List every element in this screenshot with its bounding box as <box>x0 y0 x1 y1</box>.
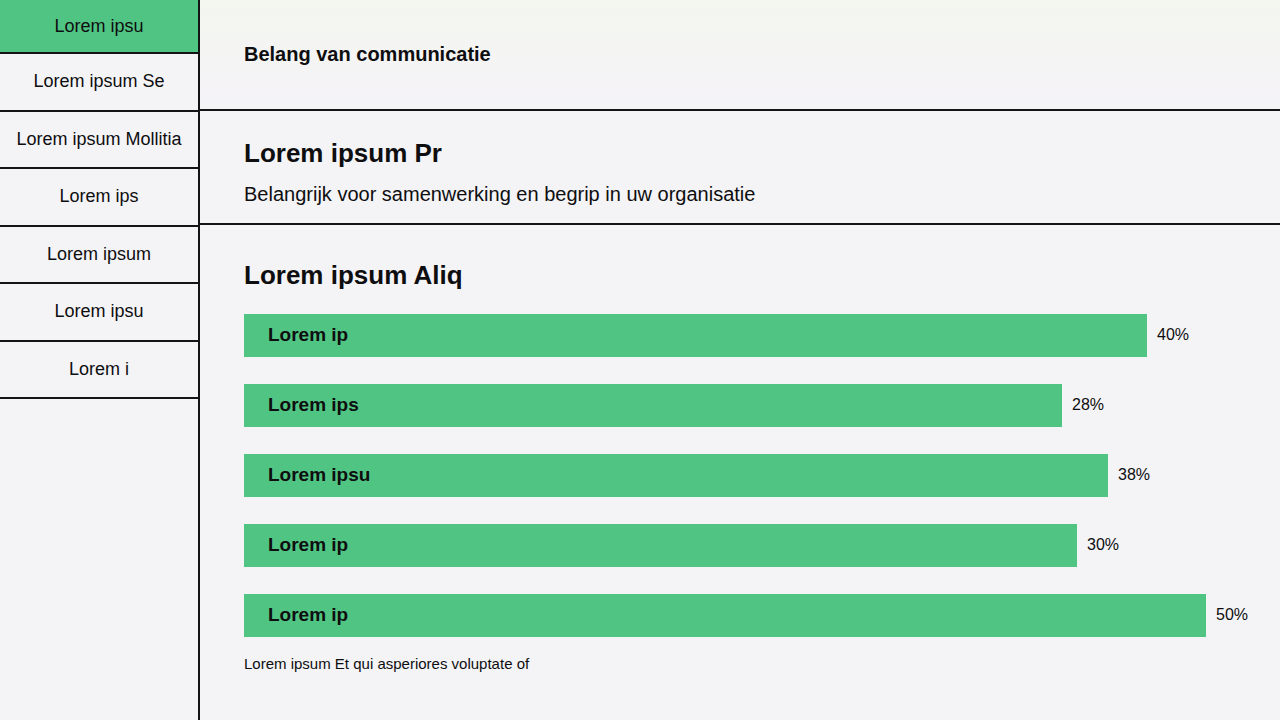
bar: Lorem ips <box>244 384 1062 427</box>
bar-row-1: Lorem ip 40% <box>244 314 1280 357</box>
sidebar-item-1[interactable]: Lorem ipsu <box>0 0 198 54</box>
sidebar-item-label: Lorem ips <box>59 186 138 207</box>
sidebar-item-5[interactable]: Lorem ipsum <box>0 227 198 285</box>
bar-value-label: 30% <box>1087 536 1119 554</box>
bar-value-label: 28% <box>1072 396 1104 414</box>
bar-value-label: 40% <box>1157 326 1189 344</box>
sidebar-item-label: Lorem ipsum Mollitia <box>16 129 181 150</box>
sidebar-item-6[interactable]: Lorem ipsu <box>0 284 198 342</box>
sidebar-item-label: Lorem ipsu <box>54 16 143 37</box>
bar-label: Lorem ip <box>268 534 348 556</box>
bar-row-2: Lorem ips 28% <box>244 384 1280 427</box>
bar: Lorem ip <box>244 314 1147 357</box>
sidebar-item-3[interactable]: Lorem ipsum Mollitia <box>0 112 198 170</box>
sidebar-item-4[interactable]: Lorem ips <box>0 169 198 227</box>
bar: Lorem ip <box>244 594 1206 637</box>
chart-title: Lorem ipsum Aliq <box>244 261 1280 291</box>
app-window: Lorem ipsu Lorem ipsum Se Lorem ipsum Mo… <box>0 0 1280 720</box>
bar-value-label: 38% <box>1118 466 1150 484</box>
bar-row-4: Lorem ip 30% <box>244 524 1280 567</box>
page-header: Belang van communicatie <box>200 0 1280 111</box>
sidebar-item-label: Lorem i <box>69 359 129 380</box>
chart-section: Lorem ipsum Aliq Lorem ip 40% Lorem ips … <box>200 225 1280 720</box>
bar-label: Lorem ip <box>268 324 348 346</box>
bar-row-3: Lorem ipsu 38% <box>244 454 1280 497</box>
bar: Lorem ipsu <box>244 454 1108 497</box>
page-title: Belang van communicatie <box>244 43 491 66</box>
sidebar-item-label: Lorem ipsum Se <box>33 71 164 92</box>
bar-label: Lorem ips <box>268 394 359 416</box>
bar: Lorem ip <box>244 524 1077 567</box>
chart-caption: Lorem ipsum Et qui asperiores voluptate … <box>244 655 1280 672</box>
bar-value-label: 50% <box>1216 606 1248 624</box>
main-content: Belang van communicatie Lorem ipsum Pr B… <box>200 0 1280 720</box>
bar-row-5: Lorem ip 50% <box>244 594 1280 637</box>
intro-subtitle: Belangrijk voor samenwerking en begrip i… <box>244 183 1280 206</box>
sidebar: Lorem ipsu Lorem ipsum Se Lorem ipsum Mo… <box>0 0 200 720</box>
bar-label: Lorem ip <box>268 604 348 626</box>
sidebar-item-label: Lorem ipsum <box>47 244 151 265</box>
sidebar-item-label: Lorem ipsu <box>54 301 143 322</box>
bar-chart: Lorem ip 40% Lorem ips 28% Lorem ipsu 38… <box>244 314 1280 637</box>
bar-label: Lorem ipsu <box>268 464 370 486</box>
sidebar-item-2[interactable]: Lorem ipsum Se <box>0 54 198 112</box>
intro-section: Lorem ipsum Pr Belangrijk voor samenwerk… <box>200 111 1280 225</box>
sidebar-item-7[interactable]: Lorem i <box>0 342 198 400</box>
intro-title: Lorem ipsum Pr <box>244 139 1280 169</box>
